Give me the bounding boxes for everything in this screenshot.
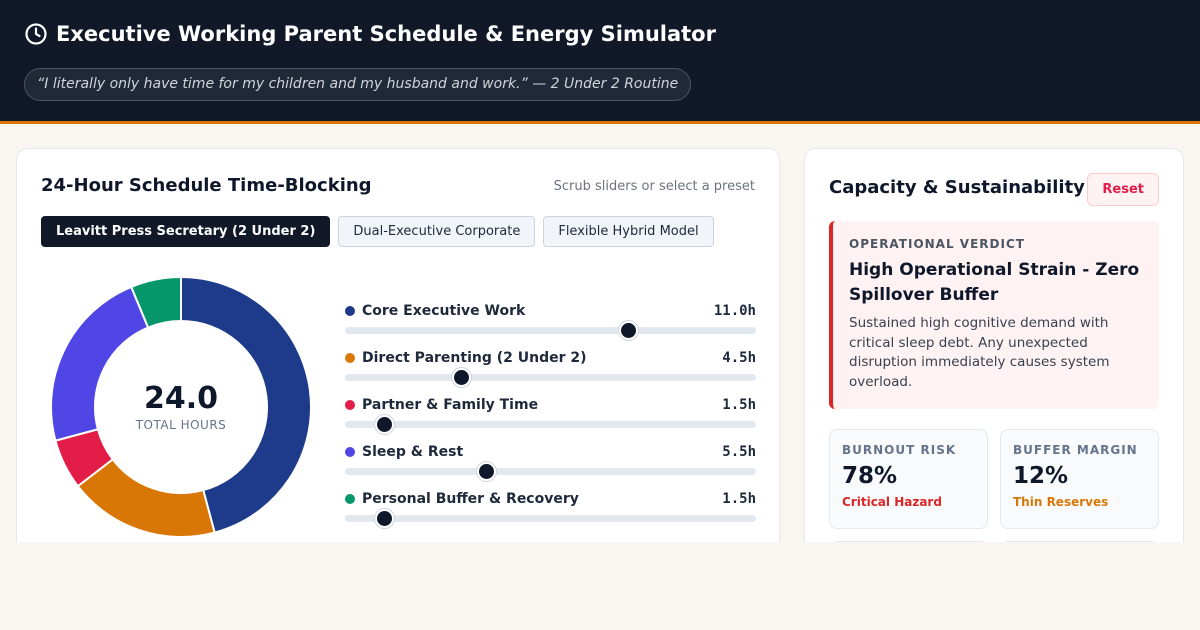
slider-sleep-rest: Sleep & Rest 5.5h [345, 442, 756, 489]
slider-thumb[interactable] [618, 321, 638, 340]
slider-value: 4.5h [722, 350, 756, 366]
schedule-hint: Scrub sliders or select a preset [553, 179, 755, 194]
capacity-panel-title: Capacity & Sustainability [829, 177, 1085, 198]
header-quote: “I literally only have time for my child… [24, 68, 692, 101]
slider-label: Personal Buffer & Recovery [362, 491, 579, 507]
reset-button[interactable]: Reset [1087, 173, 1159, 206]
slider-value: 1.5h [722, 397, 756, 413]
total-hours-value: 24.0 [143, 381, 219, 416]
page-background [0, 542, 1200, 630]
capacity-panel: Capacity & Sustainability Reset OPERATIO… [804, 148, 1184, 568]
clock-icon [25, 23, 47, 45]
stat-card-burnout-risk: BURNOUT RISK 78% Critical Hazard [829, 429, 988, 529]
stat-value: 78% [842, 463, 898, 489]
preset-button-dual-executive[interactable]: Dual-Executive Corporate [338, 216, 536, 247]
slider-thumb[interactable] [451, 368, 471, 387]
stat-label: BURNOUT RISK [842, 443, 957, 457]
color-dot [345, 353, 355, 363]
slider-personal-buffer: Personal Buffer & Recovery 1.5h [345, 489, 756, 536]
slider-label: Direct Parenting (2 Under 2) [362, 350, 587, 366]
slider-track[interactable] [345, 321, 756, 340]
stat-note: Critical Hazard [842, 495, 942, 509]
stat-card-buffer-margin: BUFFER MARGIN 12% Thin Reserves [1000, 429, 1159, 529]
slider-value: 5.5h [722, 444, 756, 460]
color-dot [345, 400, 355, 410]
stat-value: 12% [1013, 463, 1069, 489]
stat-label: BUFFER MARGIN [1013, 443, 1138, 457]
slider-track[interactable] [345, 462, 756, 481]
slider-partner-family-time: Partner & Family Time 1.5h [345, 395, 756, 442]
total-hours-label: TOTAL HOURS [135, 418, 227, 432]
slider-thumb[interactable] [374, 415, 394, 434]
app-header: Executive Working Parent Schedule & Ener… [0, 0, 1200, 124]
color-dot [345, 447, 355, 457]
slider-label: Core Executive Work [362, 303, 526, 319]
color-dot [345, 494, 355, 504]
verdict-body: Sustained high cognitive demand with cri… [849, 315, 1110, 390]
donut-center: 24.0 TOTAL HOURS [51, 381, 311, 432]
slider-value: 1.5h [722, 491, 756, 507]
donut-svg [50, 275, 312, 538]
app-title: Executive Working Parent Schedule & Ener… [24, 22, 716, 46]
slider-value: 11.0h [713, 303, 756, 319]
stat-note: Thin Reserves [1013, 495, 1109, 509]
slider-track[interactable] [345, 509, 756, 528]
slider-direct-parenting: Direct Parenting (2 Under 2) 4.5h [345, 348, 756, 395]
time-block-sliders: Core Executive Work 11.0h Direct Parenti… [345, 301, 756, 536]
app-title-text: Executive Working Parent Schedule & Ener… [56, 22, 716, 46]
verdict-title: High Operational Strain - Zero Spillover… [849, 260, 1140, 305]
slider-thumb[interactable] [374, 509, 394, 528]
verdict-kicker: OPERATIONAL VERDICT [849, 237, 1025, 251]
donut-segment-4 [129, 275, 182, 329]
preset-button-flexible-hybrid[interactable]: Flexible Hybrid Model [543, 216, 714, 247]
slider-label: Sleep & Rest [362, 444, 464, 460]
hours-donut-chart: 24.0 TOTAL HOURS [50, 275, 312, 538]
preset-buttons: Leavitt Press Secretary (2 Under 2) Dual… [41, 216, 714, 247]
color-dot [345, 306, 355, 316]
schedule-panel-title: 24-Hour Schedule Time-Blocking [41, 175, 372, 196]
slider-label: Partner & Family Time [362, 397, 539, 413]
slider-thumb[interactable] [477, 462, 497, 481]
slider-track[interactable] [345, 415, 756, 434]
preset-button-leavitt[interactable]: Leavitt Press Secretary (2 Under 2) [41, 216, 331, 247]
operational-verdict-card: OPERATIONAL VERDICT High Operational Str… [829, 221, 1159, 409]
slider-track[interactable] [345, 368, 756, 387]
slider-core-executive-work: Core Executive Work 11.0h [345, 301, 756, 348]
schedule-panel: 24-Hour Schedule Time-Blocking Scrub sli… [16, 148, 780, 568]
donut-segment-0 [180, 275, 312, 534]
